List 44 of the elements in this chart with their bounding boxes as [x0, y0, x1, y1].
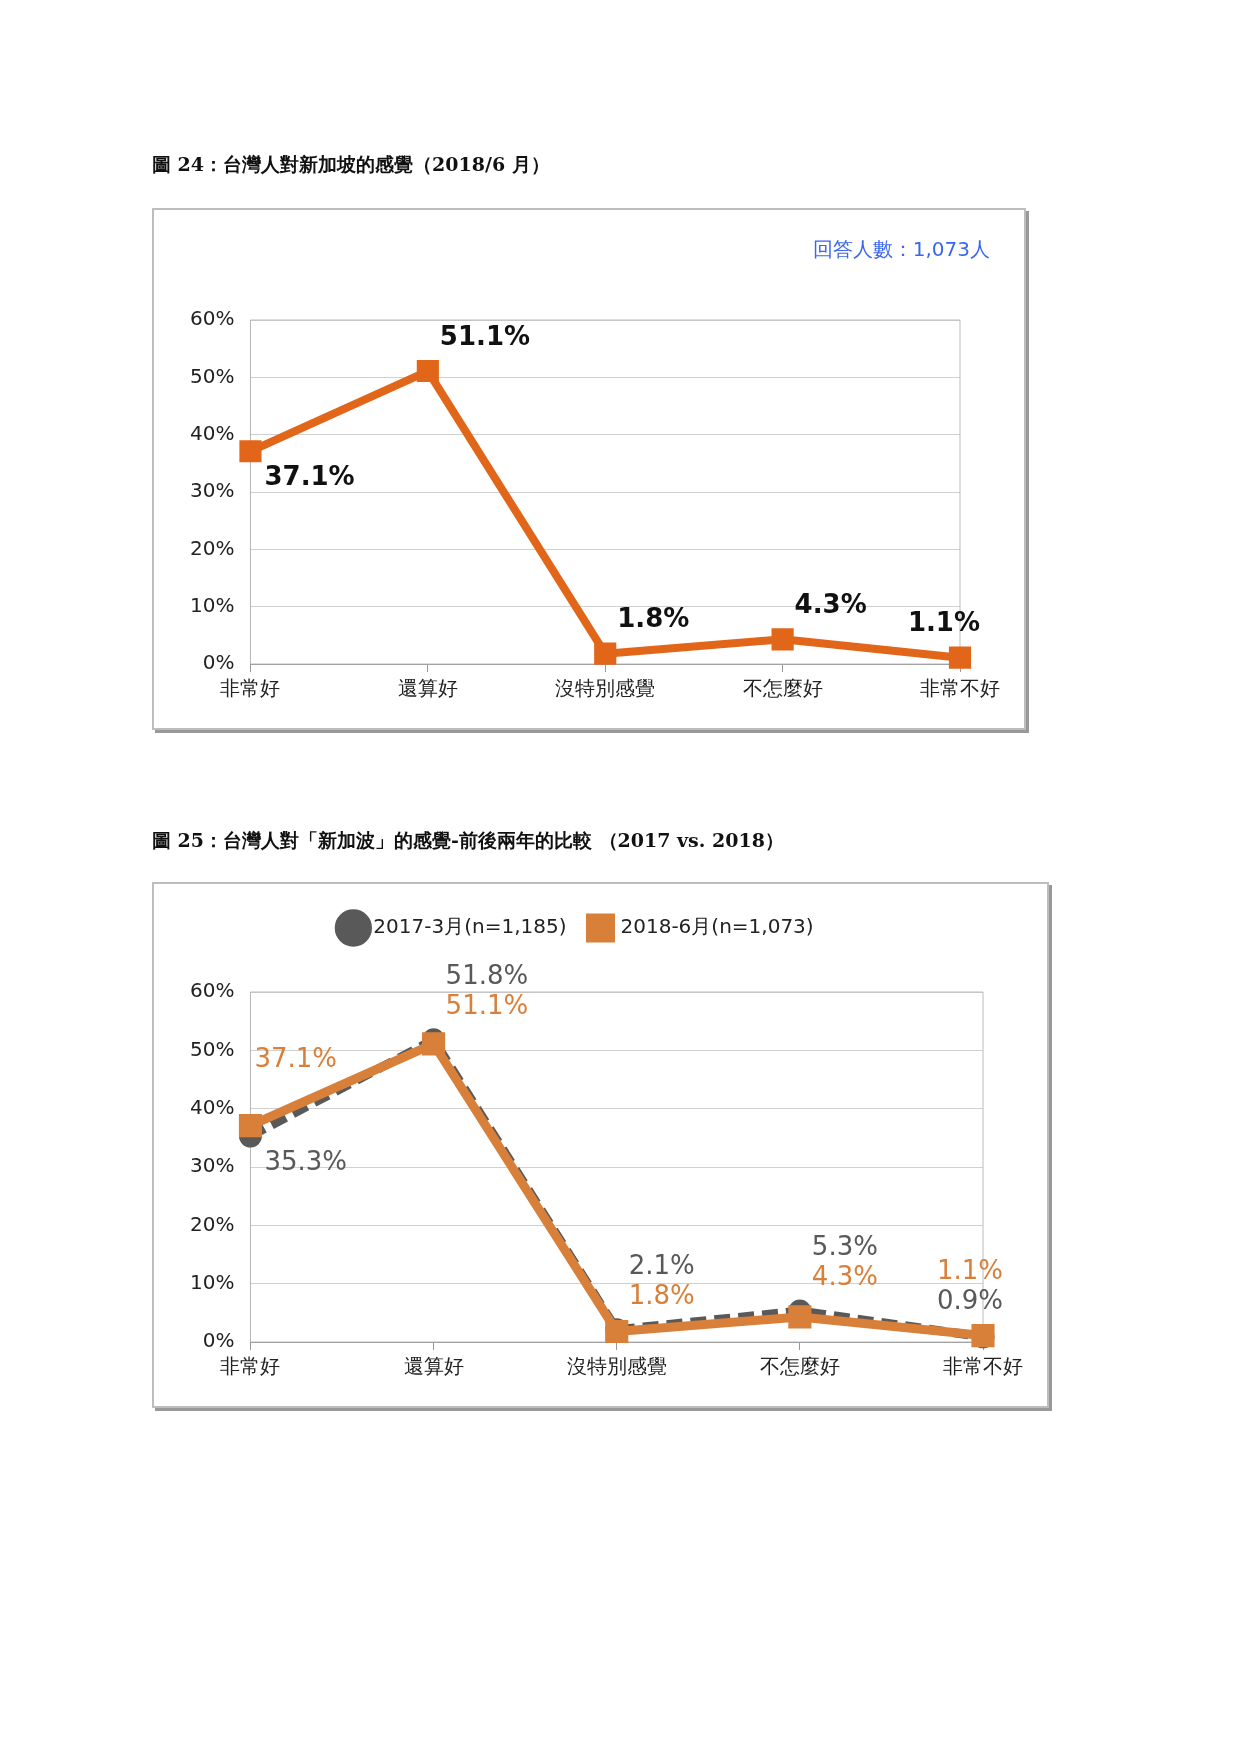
y-tick-label: 0%: [202, 1328, 235, 1353]
data-label: 1.8%: [617, 603, 690, 634]
x-tick-label: 非常不好: [920, 676, 1000, 701]
data-label: 1.1%: [907, 607, 980, 638]
legend-label: 2017-3月(n=1,185): [373, 914, 567, 939]
x-tick-label: 還算好: [397, 676, 458, 701]
data-label: 37.1%: [264, 461, 355, 492]
data-label: 35.3%: [264, 1145, 348, 1176]
y-tick-label: 10%: [190, 592, 235, 617]
legend-label: 2018-6月(n=1,073): [620, 914, 814, 939]
y-tick-label: 30%: [190, 1153, 235, 1178]
data-label: 51.1%: [439, 320, 531, 351]
y-tick-label: 30%: [190, 478, 235, 503]
y-tick-label: 20%: [190, 1211, 235, 1236]
y-tick-label: 40%: [190, 420, 235, 445]
x-tick-label: 非常好: [220, 1354, 281, 1379]
y-tick-label: 50%: [190, 363, 235, 388]
data-label: 51.1%: [445, 989, 529, 1020]
data-label: 1.1%: [936, 1255, 1003, 1286]
x-tick-label: 非常不好: [943, 1354, 1023, 1379]
x-tick-label: 沒特別感覺: [566, 1354, 667, 1379]
y-tick-label: 0%: [202, 650, 235, 675]
chart-title: 圖 24：台灣人對新加坡的感覺（2018/6 月）: [152, 152, 550, 177]
x-tick-label: 不怎麼好: [759, 1354, 840, 1379]
chart-title: 圖 25：台灣人對「新加波」的感覺-前後兩年的比較 （2017 vs. 2018）: [152, 828, 784, 853]
x-tick-label: 不怎麼好: [742, 676, 823, 701]
data-label: 4.3%: [794, 589, 867, 620]
data-label: 1.8%: [628, 1279, 695, 1310]
y-tick-label: 10%: [190, 1269, 235, 1294]
data-label: 2.1%: [628, 1249, 695, 1280]
x-tick-label: 非常好: [220, 676, 281, 701]
y-tick-label: 50%: [190, 1036, 235, 1061]
data-label: 0.9%: [936, 1285, 1003, 1316]
y-tick-label: 60%: [190, 306, 235, 331]
x-tick-label: 沒特別感覺: [555, 676, 656, 701]
y-tick-label: 60%: [190, 978, 235, 1003]
x-tick-label: 還算好: [403, 1354, 464, 1379]
data-label: 4.3%: [811, 1260, 878, 1291]
data-label: 37.1%: [254, 1043, 338, 1074]
y-tick-label: 40%: [190, 1094, 235, 1119]
data-label: 5.3%: [811, 1230, 878, 1261]
text: 回答人數：1,073人: [812, 236, 990, 263]
data-label: 51.8%: [445, 959, 529, 990]
y-tick-label: 20%: [190, 535, 235, 560]
